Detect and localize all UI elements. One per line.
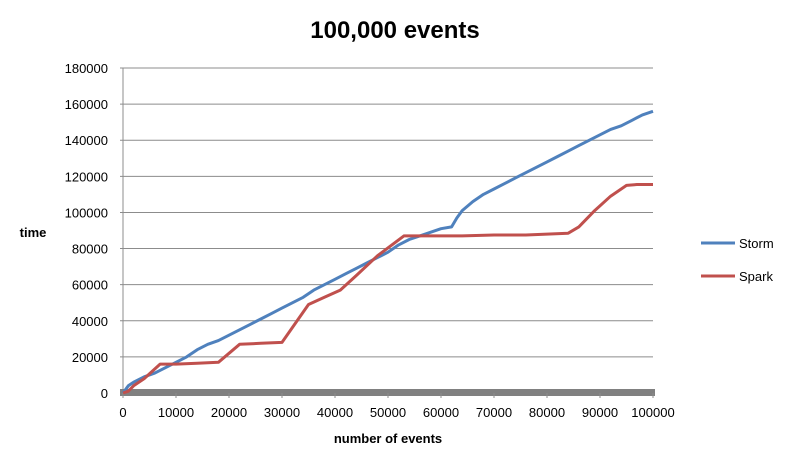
x-tick-label: 100000 (631, 405, 674, 420)
y-axis-label: time (20, 225, 47, 240)
series-lines (121, 109, 654, 395)
y-tick-label: 160000 (65, 97, 108, 112)
y-tick-label: 80000 (72, 242, 108, 257)
x-tick-label: 40000 (317, 405, 353, 420)
legend: Storm Spark (701, 236, 774, 284)
y-tick-label: 0 (101, 386, 108, 401)
x-tick-label: 70000 (476, 405, 512, 420)
y-tick-label: 180000 (65, 61, 108, 76)
x-tick-label: 60000 (423, 405, 459, 420)
x-tick-label: 10000 (158, 405, 194, 420)
x-axis-label: number of events (334, 431, 442, 446)
series-line-storm (121, 109, 654, 394)
y-tick-label: 60000 (72, 278, 108, 293)
x-tick-label: 0 (119, 405, 126, 420)
x-tick-label: 30000 (264, 405, 300, 420)
x-tick-label: 90000 (582, 405, 618, 420)
series-line-spark (122, 183, 653, 395)
x-axis-ticks: 0 10000 20000 30000 40000 50000 60000 70000 8000… (119, 393, 675, 420)
chart-title: 100,000 events (310, 17, 479, 44)
x-tick-label: 80000 (529, 405, 565, 420)
legend-label-storm: Storm (739, 236, 774, 251)
y-tick-label: 40000 (72, 314, 108, 329)
y-tick-label: 20000 (72, 350, 108, 365)
y-tick-label: 100000 (65, 205, 108, 220)
y-tick-label: 120000 (65, 169, 108, 184)
x-tick-label: 20000 (211, 405, 247, 420)
x-tick-label: 50000 (370, 405, 406, 420)
legend-label-spark: Spark (739, 269, 773, 284)
y-axis-ticks: 0 20000 40000 60000 80000 100000 120000 140000 1… (65, 61, 108, 401)
gridlines (120, 67, 653, 393)
y-tick-label: 140000 (65, 133, 108, 148)
x-axis-bar (120, 389, 655, 396)
